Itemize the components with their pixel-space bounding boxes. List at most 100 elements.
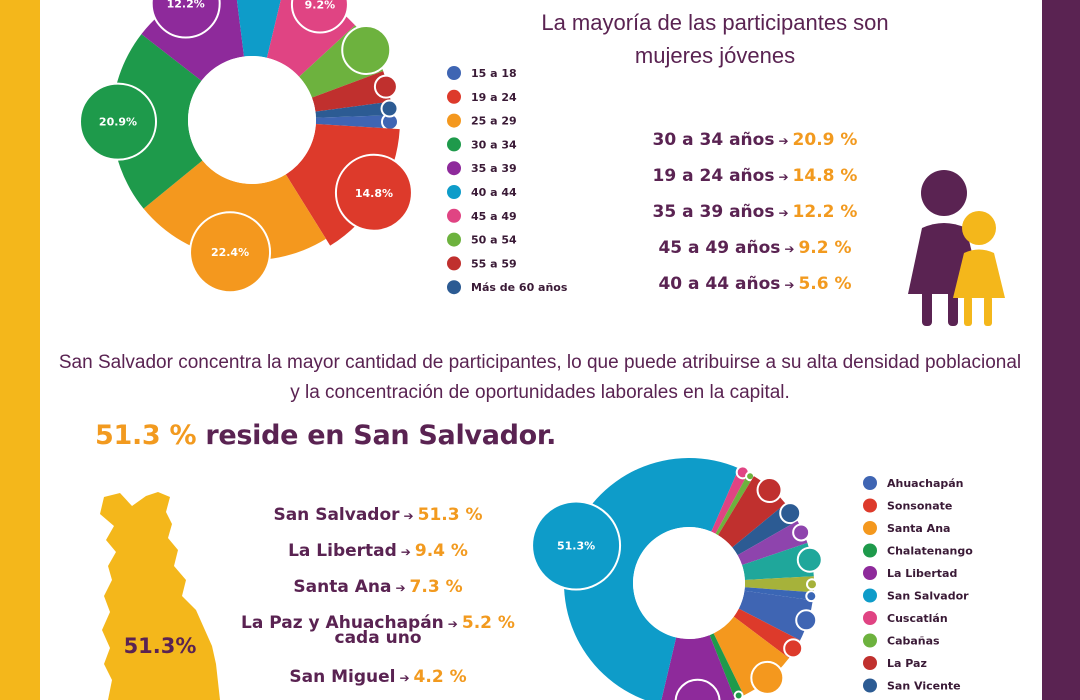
donut-hole bbox=[633, 527, 745, 639]
arrow-icon: ➔ bbox=[778, 206, 789, 220]
stat-label: Santa Ana bbox=[293, 577, 392, 597]
legend-label-mas-de-60-anos: Más de 60 años bbox=[471, 281, 568, 294]
data-label-30-a-34: 20.9% bbox=[99, 116, 137, 129]
slice-15-a-18 bbox=[315, 115, 392, 129]
legend-swatch-cuscatlan bbox=[863, 611, 877, 625]
stat-label: La Libertad bbox=[288, 541, 397, 561]
legend-label-35-a-39: 35 a 39 bbox=[471, 162, 517, 175]
bubble-la-libertad bbox=[674, 678, 721, 700]
stat-value: 14.8 % bbox=[792, 166, 858, 186]
bubble-ahuachapan bbox=[795, 609, 818, 632]
legend-swatch-55-a-59 bbox=[447, 256, 461, 271]
legend-swatch-santa-ana bbox=[863, 521, 877, 535]
stat-label: 30 a 34 años bbox=[652, 130, 775, 150]
legend-label-ahuachapan: Ahuachapán bbox=[887, 477, 964, 490]
stat-label: San Miguel bbox=[289, 667, 396, 687]
legend-label-cabanas: Cabañas bbox=[887, 635, 940, 648]
data-label-35-a-39: 12.2% bbox=[167, 0, 205, 11]
bubble-25-a-29 bbox=[189, 211, 272, 294]
slice-55-a-59 bbox=[311, 71, 391, 112]
stat-40-a-44-anos: 40 a 44 años ➔ 5.6 % bbox=[620, 274, 890, 294]
legend-swatch-25-a-29 bbox=[447, 113, 461, 128]
stat-la-libertad: La Libertad ➔ 9.4 % bbox=[226, 541, 530, 561]
legend-label-san-salvador: San Salvador bbox=[887, 590, 969, 603]
stat-19-a-24-anos: 19 a 24 años ➔ 14.8 % bbox=[620, 166, 890, 186]
bubble-usulutan bbox=[792, 523, 811, 542]
slice-chalatenango bbox=[709, 633, 744, 700]
data-label-45-a-49: 9.2% bbox=[305, 0, 336, 11]
legend-swatch-mas-de-60-anos bbox=[447, 280, 461, 295]
legend-label-san-vicente: San Vicente bbox=[887, 680, 961, 693]
stat-value: 12.2 % bbox=[792, 202, 858, 222]
legend-swatch-sonsonate bbox=[863, 498, 877, 513]
slice-usulutan bbox=[737, 520, 808, 566]
legend-swatch-ahuachapan bbox=[863, 476, 877, 490]
stat-label: 45 a 49 años bbox=[658, 238, 781, 258]
department-donut-chart: 51.3% bbox=[531, 458, 823, 700]
stat-label: San Salvador bbox=[273, 505, 400, 525]
slice-la-libertad bbox=[661, 635, 735, 700]
legend-swatch-19-a-24 bbox=[447, 89, 461, 104]
legend-label-sonsonate: Sonsonate bbox=[887, 500, 952, 513]
bubble-cabanas bbox=[745, 471, 756, 482]
slice-sonsonate bbox=[733, 608, 801, 659]
legend-swatch-la-paz bbox=[863, 656, 877, 670]
legend-swatch-40-a-44 bbox=[447, 185, 461, 199]
legend-label-chalatenango: Chalatenango bbox=[887, 545, 973, 558]
legend-label-santa-ana: Santa Ana bbox=[887, 522, 950, 535]
bubble-35-a-39 bbox=[150, 0, 221, 39]
region-headline: 51.3 % reside en San Salvador. bbox=[95, 420, 556, 451]
bubble-la-paz bbox=[756, 477, 783, 504]
stat-san-salvador: San Salvador ➔ 51.3 % bbox=[226, 505, 530, 525]
slice-30-a-34 bbox=[111, 34, 203, 209]
legend-swatch-15-a-18 bbox=[447, 66, 461, 80]
legend-swatch-chalatenango bbox=[863, 543, 877, 558]
bubble-la-union bbox=[805, 590, 818, 603]
bubble-san-miguel bbox=[796, 546, 823, 573]
stat-suffix: cada uno bbox=[334, 628, 422, 648]
arrow-icon: ➔ bbox=[784, 278, 795, 292]
legend-swatch-san-vicente bbox=[863, 678, 877, 693]
bubble-55-a-59 bbox=[373, 74, 398, 99]
age-stats-list: 30 a 34 años ➔ 20.9 % 19 a 24 años ➔ 14.8 % 35… bbox=[620, 130, 890, 300]
stat-label: La Paz y Ahuachapán bbox=[241, 613, 444, 633]
bubble-45-a-49 bbox=[290, 0, 349, 34]
legend-label-19-a-24: 19 a 24 bbox=[471, 91, 517, 104]
bubble-30-a-34 bbox=[79, 82, 158, 161]
legend-label-40-a-44: 40 a 44 bbox=[471, 186, 517, 199]
bubble-santa-ana bbox=[750, 660, 785, 695]
stat-35-a-39-anos: 35 a 39 años ➔ 12.2 % bbox=[620, 202, 890, 222]
legend-swatch-35-a-39 bbox=[447, 161, 461, 176]
stat-30-a-34-anos: 30 a 34 años ➔ 20.9 % bbox=[620, 130, 890, 150]
bubble-san-vicente bbox=[779, 502, 802, 525]
arrow-icon: ➔ bbox=[400, 545, 411, 559]
arrow-icon: ➔ bbox=[395, 581, 406, 595]
donut-hole bbox=[188, 56, 316, 184]
stat-value: 7.3 % bbox=[409, 577, 463, 597]
el-salvador-map-icon: 51.3% bbox=[100, 492, 220, 700]
department-legend: Ahuachapán Sonsonate Santa Ana Chalatenango… bbox=[863, 476, 973, 693]
slice-cabanas bbox=[715, 472, 754, 536]
bubble-mas-de-60-anos bbox=[380, 99, 399, 118]
bubble-morazan bbox=[805, 578, 818, 591]
age-legend: 15 a 18 19 a 24 25 a 29 30 a 34 35 a 39 40 a … bbox=[447, 66, 568, 295]
stat-45-a-49-anos: 45 a 49 años ➔ 9.2 % bbox=[620, 238, 890, 258]
data-label-25-a-29: 22.4% bbox=[211, 246, 249, 259]
slice-morazan bbox=[744, 576, 814, 593]
legend-label-15-a-18: 15 a 18 bbox=[471, 67, 517, 80]
stat-label: 35 a 39 años bbox=[652, 202, 775, 222]
legend-swatch-45-a-49 bbox=[447, 208, 461, 223]
legend-swatch-30-a-34 bbox=[447, 137, 461, 152]
stat-value: 51.3 % bbox=[417, 505, 483, 525]
stat-value: 9.4 % bbox=[414, 541, 468, 561]
stat-value: 4.2 % bbox=[413, 667, 467, 687]
stat-label: 40 a 44 años bbox=[658, 274, 781, 294]
legend-swatch-san-salvador bbox=[863, 588, 877, 603]
legend-label-30-a-34: 30 a 34 bbox=[471, 138, 517, 151]
bubble-50-a-54 bbox=[341, 24, 392, 75]
data-label-san-salvador: 51.3% bbox=[557, 539, 595, 552]
stat-value: 20.9 % bbox=[792, 130, 858, 150]
legend-swatch-la-libertad bbox=[863, 566, 877, 580]
slice-40-a-44 bbox=[236, 0, 281, 58]
